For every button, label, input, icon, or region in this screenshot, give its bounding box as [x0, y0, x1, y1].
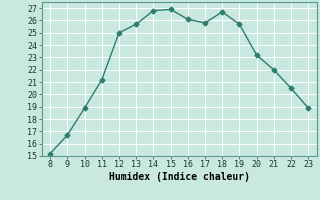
- X-axis label: Humidex (Indice chaleur): Humidex (Indice chaleur): [109, 172, 250, 182]
